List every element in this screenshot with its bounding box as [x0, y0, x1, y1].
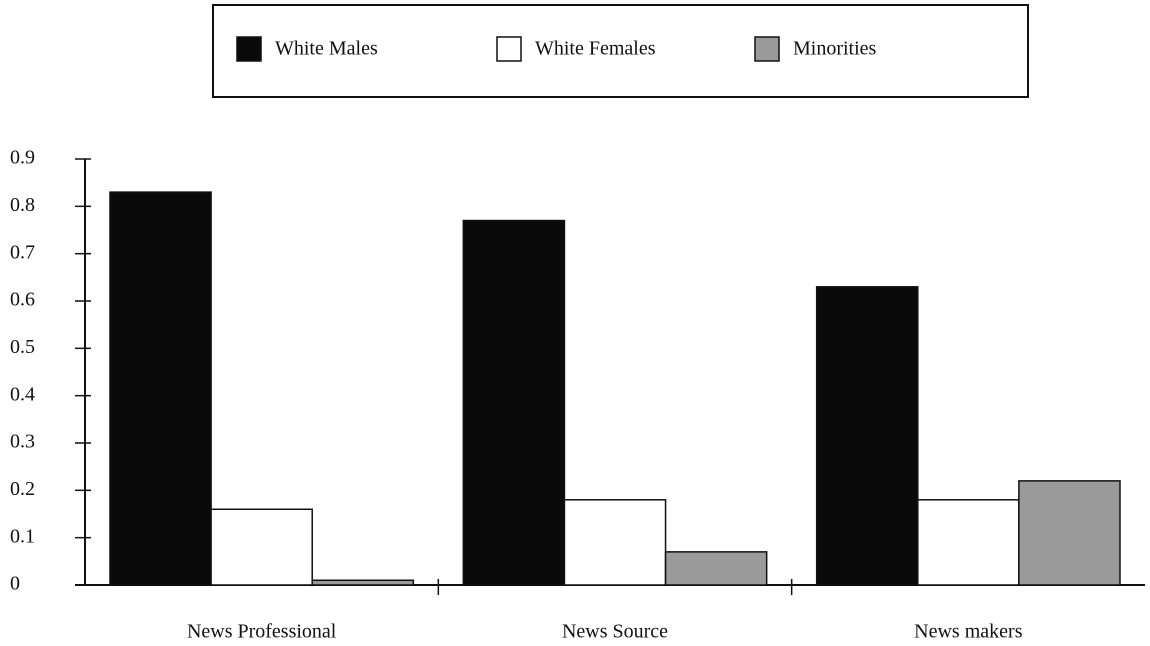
legend-swatch: [236, 36, 262, 62]
y-tick-label: 0.4: [10, 383, 35, 405]
y-tick-label: 0.3: [10, 431, 35, 453]
y-tick-label: 0.9: [10, 147, 35, 169]
y-tick-label: 0.8: [10, 194, 35, 216]
legend-label: White Males: [275, 38, 378, 60]
y-tick-label: 0.2: [10, 478, 35, 500]
x-tick-label: News Professional: [187, 621, 337, 643]
legend-swatch: [496, 36, 522, 62]
x-tick-label: News Source: [562, 621, 668, 643]
legend-label: White Females: [535, 38, 656, 60]
bar: [815, 286, 919, 586]
legend-box: [212, 4, 1029, 98]
bar: [109, 191, 212, 586]
x-tick-label: News makers: [914, 621, 1023, 643]
bar: [563, 499, 667, 586]
y-tick-label: 0: [10, 573, 20, 595]
bar: [210, 508, 313, 586]
y-tick-label: 0.5: [10, 336, 35, 358]
bar: [664, 551, 768, 586]
bar: [462, 219, 566, 586]
bar: [311, 579, 415, 586]
bar: [1018, 480, 1121, 586]
y-tick-label: 0.6: [10, 289, 35, 311]
y-tick-label: 0.7: [10, 241, 35, 263]
y-tick-label: 0.1: [10, 525, 35, 547]
legend-label: Minorities: [793, 38, 877, 60]
bar: [917, 499, 1020, 586]
legend-swatch: [754, 36, 780, 62]
